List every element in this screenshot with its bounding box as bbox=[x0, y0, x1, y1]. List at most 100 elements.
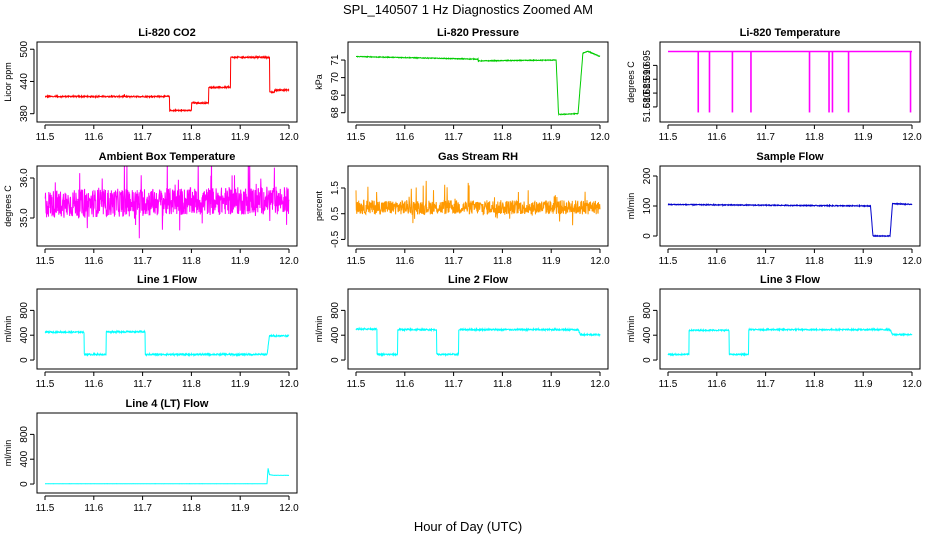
plot-frame bbox=[36, 288, 298, 370]
x-tick-label: 11.8 bbox=[493, 256, 512, 267]
panel-ylabel: ml/min bbox=[3, 440, 13, 467]
plot-frame bbox=[659, 288, 921, 370]
series-line bbox=[44, 166, 290, 239]
y-tick-label: 400 bbox=[330, 326, 341, 343]
x-tick-label: 11.8 bbox=[182, 132, 201, 143]
x-tick-label: 11.6 bbox=[84, 132, 103, 143]
panel-7: Line 2 Flow ml/min 11.5 11.6 11.7 11.8 11.9 12.… bbox=[314, 274, 610, 390]
y-tick-label: 800 bbox=[19, 302, 30, 319]
panel-title: Line 1 Flow bbox=[137, 274, 197, 286]
x-tick-label: 11.9 bbox=[854, 132, 873, 143]
figure-title: SPL_140507 1 Hz Diagnostics Zoomed AM bbox=[343, 2, 593, 17]
x-tick-label: 11.7 bbox=[756, 379, 775, 390]
x-tick-label: 11.8 bbox=[493, 132, 512, 143]
x-tick-label: 11.6 bbox=[395, 256, 414, 267]
y-tick-label: 440 bbox=[19, 73, 30, 90]
panel-title: Line 4 (LT) Flow bbox=[126, 398, 209, 410]
panel-ylabel: kPa bbox=[314, 74, 324, 90]
panel-9: Line 4 (LT) Flow ml/min 11.5 11.6 11.7 11.8 11… bbox=[3, 398, 299, 514]
y-tick-label: 68 bbox=[330, 107, 341, 119]
x-tick-label: 11.6 bbox=[707, 379, 726, 390]
panel-title: Li-820 Temperature bbox=[740, 27, 841, 39]
x-tick-label: 12.0 bbox=[902, 132, 922, 143]
figure-xlabel: Hour of Day (UTC) bbox=[414, 519, 522, 534]
x-tick-label: 11.5 bbox=[659, 132, 678, 143]
y-tick-label: 400 bbox=[19, 326, 30, 343]
panel-title: Li-820 CO2 bbox=[138, 27, 195, 39]
panel-ylabel: percent bbox=[314, 190, 324, 221]
y-tick-label: 51.680 bbox=[642, 91, 653, 122]
x-tick-label: 12.0 bbox=[279, 256, 299, 267]
series-line bbox=[356, 50, 601, 116]
x-tick-label: 11.6 bbox=[707, 132, 726, 143]
x-tick-label: 11.9 bbox=[542, 132, 561, 143]
x-tick-label: 11.5 bbox=[36, 256, 55, 267]
x-tick-label: 12.0 bbox=[590, 379, 610, 390]
y-tick-label: 35.0 bbox=[19, 208, 30, 228]
panel-5: Sample Flow ml/min 11.5 11.6 11.7 11.8 11.9 12.… bbox=[626, 151, 922, 267]
x-tick-label: 11.7 bbox=[133, 256, 152, 267]
panel-ylabel: ml/min bbox=[314, 316, 324, 343]
x-tick-label: 11.5 bbox=[36, 503, 55, 514]
plot-frame bbox=[347, 165, 609, 247]
panel-6: Line 1 Flow ml/min 11.5 11.6 11.7 11.8 11.9 12.… bbox=[3, 274, 299, 390]
x-tick-label: 11.8 bbox=[805, 256, 824, 267]
y-tick-label: 71 bbox=[330, 54, 341, 66]
x-tick-label: 11.7 bbox=[444, 256, 463, 267]
y-tick-label: 0 bbox=[19, 481, 30, 487]
y-tick-label: 0 bbox=[642, 233, 653, 239]
panel-3: Ambient Box Temperature degrees C 11.5 11.6… bbox=[3, 151, 299, 267]
y-tick-label: 0 bbox=[19, 357, 30, 363]
x-tick-label: 12.0 bbox=[279, 132, 299, 143]
x-tick-label: 11.9 bbox=[854, 379, 873, 390]
x-tick-label: 11.9 bbox=[542, 256, 561, 267]
panel-title: Line 2 Flow bbox=[448, 274, 508, 286]
plot-frame bbox=[36, 41, 298, 123]
y-tick-label: 380 bbox=[19, 105, 30, 122]
y-tick-label: -0.5 bbox=[330, 230, 341, 248]
x-tick-label: 11.9 bbox=[231, 256, 250, 267]
x-tick-label: 11.7 bbox=[133, 132, 152, 143]
x-tick-label: 11.8 bbox=[182, 256, 201, 267]
panel-ylabel: degrees C bbox=[626, 61, 636, 103]
panel-8: Line 3 Flow ml/min 11.5 11.6 11.7 11.8 11.9 12.… bbox=[626, 274, 922, 390]
x-tick-label: 11.6 bbox=[395, 132, 414, 143]
x-tick-label: 11.8 bbox=[182, 379, 201, 390]
x-tick-label: 11.8 bbox=[805, 379, 824, 390]
panel-4: Gas Stream RH percent 11.5 11.6 11.7 11.8 11.9… bbox=[314, 151, 610, 267]
series-line bbox=[667, 202, 913, 238]
y-tick-label: 51.685 bbox=[642, 77, 653, 108]
x-tick-label: 11.6 bbox=[707, 256, 726, 267]
x-tick-label: 11.5 bbox=[347, 132, 366, 143]
y-tick-label: 500 bbox=[19, 40, 30, 57]
panel-ylabel: degrees C bbox=[3, 185, 13, 227]
x-tick-label: 12.0 bbox=[279, 503, 299, 514]
panel-0: Li-820 CO2 Licor ppm 11.5 11.6 11.7 11.8 11.9 1… bbox=[3, 27, 299, 143]
plot-frame bbox=[36, 412, 298, 494]
y-tick-label: 100 bbox=[642, 197, 653, 214]
panel-title: Li-820 Pressure bbox=[437, 27, 519, 39]
x-tick-label: 11.6 bbox=[395, 379, 414, 390]
y-tick-label: 0 bbox=[642, 357, 653, 363]
x-tick-label: 11.9 bbox=[231, 132, 250, 143]
x-tick-label: 11.7 bbox=[133, 379, 152, 390]
series-line bbox=[667, 327, 913, 357]
x-tick-label: 11.6 bbox=[84, 256, 103, 267]
x-tick-label: 11.7 bbox=[444, 379, 463, 390]
y-tick-label: 69 bbox=[330, 89, 341, 101]
x-tick-label: 11.8 bbox=[182, 503, 201, 514]
series-line bbox=[45, 468, 290, 485]
panel-1: Li-820 Pressure kPa 11.5 11.6 11.7 11.8 11.9 12… bbox=[314, 27, 610, 143]
panel-ylabel: ml/min bbox=[626, 316, 636, 343]
x-tick-label: 11.9 bbox=[231, 503, 250, 514]
panel-ylabel: ml/min bbox=[626, 193, 636, 220]
x-tick-label: 11.6 bbox=[84, 379, 103, 390]
x-tick-label: 11.9 bbox=[854, 256, 873, 267]
plot-frame bbox=[659, 165, 921, 247]
plot-frame bbox=[659, 41, 921, 123]
x-tick-label: 11.6 bbox=[84, 503, 103, 514]
x-tick-label: 11.7 bbox=[444, 132, 463, 143]
panel-title: Gas Stream RH bbox=[438, 151, 518, 163]
y-tick-label: 800 bbox=[19, 426, 30, 443]
